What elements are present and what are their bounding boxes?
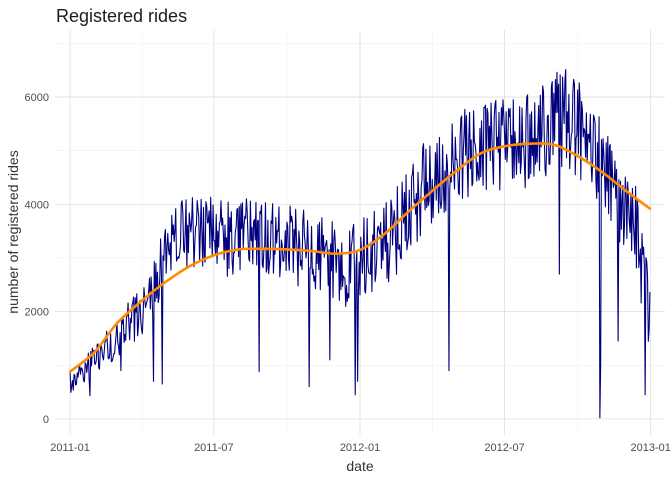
- y-tick-label: 6000: [25, 92, 49, 104]
- x-tick-label: 2011-01: [50, 442, 90, 454]
- series-line-smooth-trend: [68, 142, 652, 374]
- x-tick-label: 2012-01: [340, 442, 380, 454]
- y-axis-title: number of registered rides: [5, 150, 21, 313]
- series-line-registered: [69, 68, 651, 419]
- y-tick-label: 2000: [25, 307, 49, 319]
- x-tick-label: 2013-01: [631, 442, 671, 454]
- x-axis: 2011-01 2011-07 2012-01 2012-07 2013-01: [50, 442, 671, 454]
- y-tick-label: 0: [43, 414, 49, 426]
- x-tick-label: 2012-07: [484, 442, 524, 454]
- y-tick-label: 4000: [25, 199, 49, 211]
- x-tick-label: 2011-07: [194, 442, 234, 454]
- y-axis: 0 2000 4000 6000: [25, 92, 49, 426]
- chart-title: Registered rides: [56, 6, 188, 26]
- x-axis-title: date: [346, 458, 373, 474]
- series-layer: [68, 68, 652, 419]
